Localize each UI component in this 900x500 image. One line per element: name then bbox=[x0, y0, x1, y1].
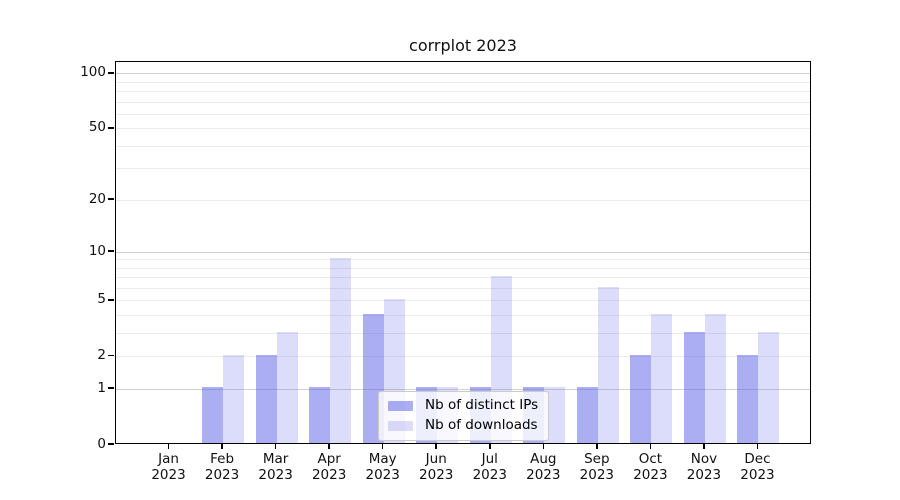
y-tick bbox=[108, 354, 114, 357]
x-tick-label: Jun 2023 bbox=[419, 451, 454, 483]
y-tick bbox=[108, 126, 114, 129]
gridline bbox=[116, 356, 810, 358]
y-tick-label: 20 bbox=[88, 190, 106, 207]
bar-downloads bbox=[330, 257, 352, 443]
x-tick bbox=[596, 444, 598, 449]
bar-downloads bbox=[544, 387, 566, 443]
x-tick bbox=[167, 444, 170, 449]
y-tick bbox=[108, 443, 114, 445]
x-tick-label: Mar 2023 bbox=[258, 451, 293, 483]
bar-distinct-ips bbox=[202, 387, 224, 443]
x-tick-label: Jan 2023 bbox=[151, 451, 186, 483]
x-tick-label: Sep 2023 bbox=[579, 451, 615, 483]
bar-distinct-ips bbox=[309, 387, 331, 443]
gridline bbox=[116, 300, 810, 302]
x-tick bbox=[756, 444, 759, 449]
y-tick-label: 5 bbox=[97, 291, 106, 308]
gridline bbox=[116, 91, 810, 93]
legend-label: Nb of downloads bbox=[425, 417, 538, 433]
x-tick bbox=[703, 444, 705, 449]
y-tick bbox=[108, 387, 114, 390]
y-tick-label: 1 bbox=[97, 379, 106, 396]
gridline bbox=[116, 333, 810, 334]
gridline bbox=[116, 259, 810, 261]
gridline bbox=[116, 287, 810, 289]
legend-item: Nb of distinct IPs bbox=[388, 398, 538, 413]
chart-title: corrplot 2023 bbox=[409, 36, 517, 55]
gridline bbox=[116, 168, 810, 170]
gridline bbox=[116, 199, 810, 201]
legend: Nb of distinct IPs Nb of downloads bbox=[378, 391, 550, 441]
y-tick bbox=[108, 250, 114, 252]
x-tick bbox=[381, 444, 384, 449]
y-tick-label: 50 bbox=[88, 119, 106, 136]
y-tick-label: 100 bbox=[80, 64, 106, 81]
gridline bbox=[116, 101, 810, 103]
x-tick bbox=[274, 444, 277, 449]
bar-downloads bbox=[276, 331, 298, 443]
x-tick bbox=[435, 444, 438, 449]
x-tick bbox=[542, 444, 545, 449]
legend-swatch-distinct-ips bbox=[388, 400, 413, 411]
gridline-major bbox=[116, 73, 810, 75]
x-tick bbox=[328, 444, 330, 449]
bar-distinct-ips bbox=[683, 331, 705, 443]
legend-label: Nb of distinct IPs bbox=[425, 397, 539, 413]
gridline bbox=[116, 128, 810, 130]
gridline-major bbox=[116, 388, 810, 390]
legend-swatch-downloads bbox=[388, 420, 413, 431]
x-tick-label: Aug 2023 bbox=[526, 451, 561, 483]
x-tick-label: May 2023 bbox=[365, 451, 400, 483]
y-tick-label: 10 bbox=[88, 242, 106, 259]
bar-downloads bbox=[758, 331, 780, 443]
bar-distinct-ips bbox=[255, 354, 277, 443]
x-tick-label: Nov 2023 bbox=[686, 451, 722, 483]
x-tick bbox=[221, 444, 223, 449]
gridline bbox=[116, 267, 810, 269]
bar-downloads bbox=[223, 354, 245, 443]
bar-distinct-ips bbox=[737, 354, 759, 443]
bar-distinct-ips bbox=[576, 387, 598, 443]
x-tick-label: Feb 2023 bbox=[204, 451, 240, 483]
x-tick-label: Dec 2023 bbox=[740, 451, 775, 483]
bar-downloads bbox=[597, 286, 619, 443]
y-tick-label: 2 bbox=[97, 347, 106, 364]
x-tick bbox=[649, 444, 652, 449]
x-tick bbox=[488, 444, 491, 449]
gridline bbox=[116, 81, 810, 83]
x-tick-label: Oct 2023 bbox=[633, 451, 668, 483]
bar-downloads bbox=[704, 313, 726, 443]
bar-downloads bbox=[651, 313, 673, 443]
legend-item: Nb of downloads bbox=[388, 418, 538, 433]
y-tick bbox=[108, 299, 114, 301]
x-tick-label: Jul 2023 bbox=[472, 451, 507, 483]
y-tick bbox=[108, 198, 114, 200]
y-tick bbox=[108, 72, 114, 74]
x-tick-label: Apr 2023 bbox=[311, 451, 347, 483]
gridline-major bbox=[116, 251, 810, 253]
gridline bbox=[116, 277, 810, 279]
gridline bbox=[116, 315, 810, 317]
bar-distinct-ips bbox=[630, 354, 652, 443]
plot-area bbox=[115, 61, 811, 444]
gridline bbox=[116, 145, 810, 147]
y-tick-label: 0 bbox=[97, 435, 106, 452]
gridline bbox=[116, 113, 810, 115]
